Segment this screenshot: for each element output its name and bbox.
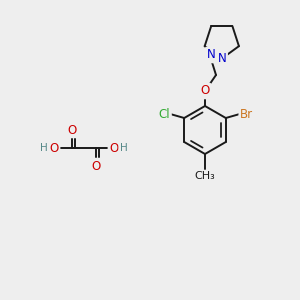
Text: H: H bbox=[40, 143, 48, 153]
Text: O: O bbox=[68, 124, 76, 136]
Text: Br: Br bbox=[240, 107, 253, 121]
Text: N: N bbox=[207, 49, 215, 62]
Text: O: O bbox=[92, 160, 100, 172]
Text: O: O bbox=[110, 142, 118, 154]
Text: Cl: Cl bbox=[158, 107, 170, 121]
Text: CH₃: CH₃ bbox=[195, 171, 215, 181]
Text: N: N bbox=[218, 52, 226, 65]
Text: O: O bbox=[200, 85, 210, 98]
Text: O: O bbox=[50, 142, 58, 154]
Text: H: H bbox=[120, 143, 128, 153]
